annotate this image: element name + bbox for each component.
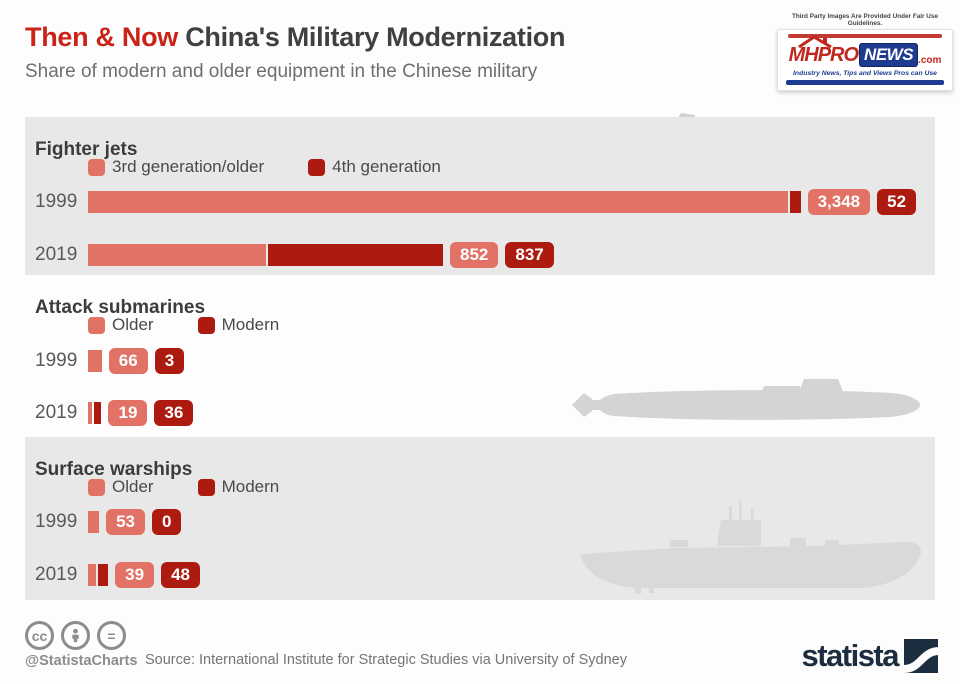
bar-row-1999: 1999 66 3 bbox=[35, 348, 185, 374]
year-label: 2019 bbox=[35, 564, 78, 585]
brand-tld: .com bbox=[918, 55, 942, 66]
modern-value-badge: 0 bbox=[151, 509, 182, 535]
modern-value-badge: 36 bbox=[154, 400, 194, 426]
mhpronews-logo: MHPRO NEWS .com Industry News, Tips and … bbox=[777, 29, 953, 91]
section-title: Fighter jets bbox=[35, 138, 138, 160]
year-label: 2019 bbox=[35, 402, 78, 423]
logo-red-bar bbox=[788, 34, 942, 38]
modern-bar bbox=[268, 244, 443, 266]
logo-blue-bar bbox=[786, 80, 944, 85]
modern-swatch bbox=[197, 478, 215, 496]
title-accent: Then & Now bbox=[25, 22, 178, 52]
title-rest: China's Military Modernization bbox=[178, 22, 566, 52]
older-bar bbox=[88, 191, 788, 213]
no-derivatives-icon: = bbox=[97, 621, 126, 650]
year-label: 1999 bbox=[35, 511, 78, 532]
brand-mhpro: MHPRO bbox=[788, 43, 859, 66]
legend-item-modern: Modern bbox=[197, 477, 279, 497]
modern-bar bbox=[98, 564, 109, 586]
fair-use-disclaimer: Third Party Images Are Provided Under Fa… bbox=[791, 13, 939, 27]
bar-row-1999: 1999 53 0 bbox=[35, 509, 182, 535]
older-value-badge: 3,348 bbox=[807, 189, 871, 215]
modern-swatch bbox=[197, 316, 215, 334]
older-bar bbox=[88, 244, 267, 266]
house-roof-icon bbox=[798, 36, 832, 48]
bar-row-2019: 2019 39 48 bbox=[35, 562, 201, 588]
modern-bar bbox=[789, 191, 801, 213]
modern-value-badge: 52 bbox=[877, 189, 917, 215]
older-bar bbox=[88, 402, 92, 424]
older-bar bbox=[88, 350, 102, 372]
older-bar bbox=[88, 511, 100, 533]
section-attack-submarines: Attack submarines Older Modern 1999 66 3… bbox=[25, 275, 935, 437]
legend-item-modern: Modern bbox=[197, 315, 279, 335]
statista-logo: statista bbox=[801, 638, 938, 674]
section-title: Surface warships bbox=[35, 458, 193, 480]
year-label: 1999 bbox=[35, 191, 78, 212]
license-icons: cc = bbox=[25, 621, 126, 650]
modern-value-badge: 3 bbox=[154, 348, 185, 374]
brand-news: NEWS bbox=[859, 43, 919, 67]
legend-item-older: 3rd generation/older bbox=[88, 157, 264, 177]
legend-item-older: Older bbox=[88, 315, 154, 335]
legend: Older Modern bbox=[88, 315, 279, 335]
creative-commons-icon: cc bbox=[25, 621, 54, 650]
logo-tagline: Industry News, Tips and Views Pros can U… bbox=[793, 70, 937, 77]
older-value-badge: 39 bbox=[115, 562, 155, 588]
statista-logo-mark bbox=[904, 639, 938, 673]
older-swatch bbox=[88, 478, 105, 496]
older-swatch bbox=[88, 316, 105, 334]
older-value-badge: 19 bbox=[108, 400, 148, 426]
attribution-person-icon bbox=[61, 621, 90, 650]
older-value-badge: 852 bbox=[449, 242, 499, 268]
page-subtitle: Share of modern and older equipment in t… bbox=[25, 61, 538, 82]
year-label: 2019 bbox=[35, 244, 78, 265]
year-label: 1999 bbox=[35, 350, 78, 371]
statista-handle: @StatistaCharts bbox=[25, 653, 138, 669]
modern-value-badge: 837 bbox=[505, 242, 554, 268]
statista-wordmark: statista bbox=[801, 638, 899, 673]
bar-row-2019: 2019 852 837 bbox=[35, 242, 554, 268]
older-value-badge: 66 bbox=[108, 348, 148, 374]
section-fighter-jets: Fighter jets 3rd generation/older 4th ge… bbox=[25, 117, 935, 275]
section-title: Attack submarines bbox=[35, 296, 206, 318]
page-title: Then & Now China's Military Modernizatio… bbox=[25, 22, 565, 53]
source-credit: Source: International Institute for Stra… bbox=[145, 652, 627, 668]
legend: Older Modern bbox=[88, 477, 279, 497]
modern-value-badge: 48 bbox=[161, 562, 201, 588]
older-swatch bbox=[88, 158, 105, 176]
bar-row-1999: 1999 3,348 52 bbox=[35, 189, 917, 215]
legend-item-modern: 4th generation bbox=[308, 157, 441, 177]
bar-row-2019: 2019 19 36 bbox=[35, 400, 194, 426]
section-surface-warships: Surface warships Older Modern 1999 53 0 … bbox=[25, 437, 935, 600]
older-bar bbox=[88, 564, 97, 586]
modern-swatch bbox=[308, 158, 326, 176]
third-party-logo-card: Third Party Images Are Provided Under Fa… bbox=[777, 13, 953, 91]
modern-bar bbox=[93, 402, 102, 424]
legend-item-older: Older bbox=[88, 477, 154, 497]
older-value-badge: 53 bbox=[106, 509, 145, 535]
legend: 3rd generation/older 4th generation bbox=[88, 157, 441, 177]
